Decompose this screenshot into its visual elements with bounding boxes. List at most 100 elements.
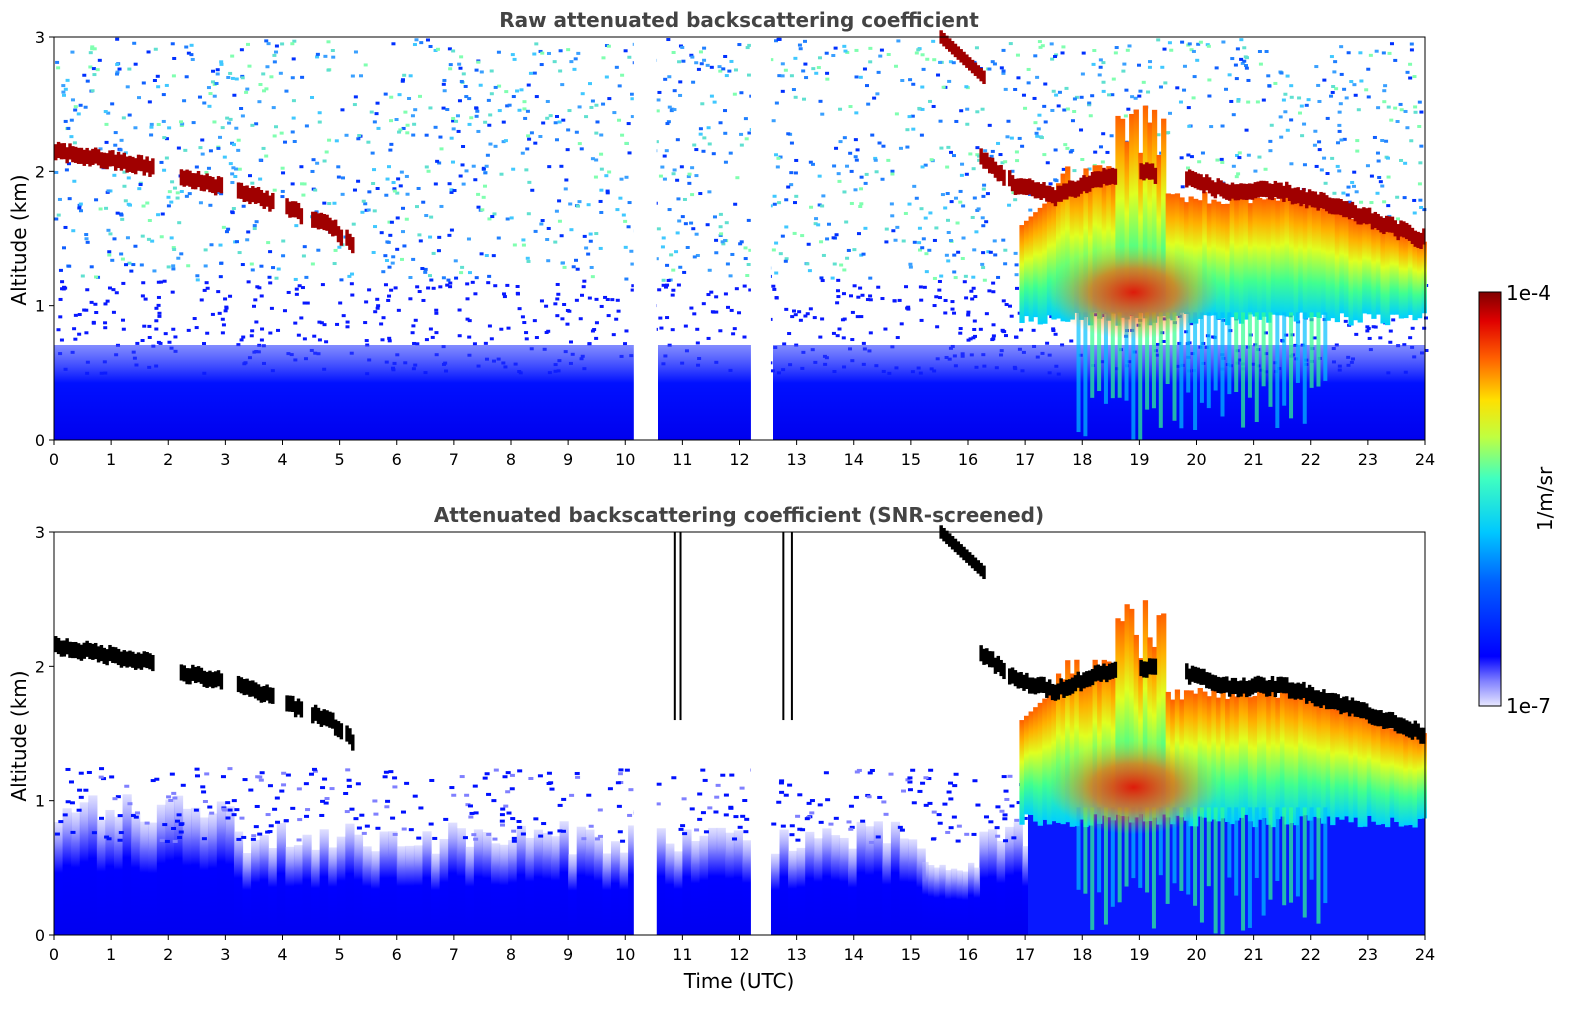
noise-pixel bbox=[618, 196, 623, 200]
boundary-layer-column bbox=[708, 827, 718, 935]
boundary-layer-column bbox=[1022, 846, 1032, 935]
noise-pixel bbox=[246, 280, 251, 284]
noise-pixel bbox=[1234, 175, 1239, 179]
noise-pixel bbox=[728, 274, 733, 278]
noise-pixel bbox=[244, 90, 249, 94]
noise-pixel bbox=[1297, 96, 1302, 100]
noise-pixel bbox=[311, 767, 317, 771]
noise-pixel bbox=[171, 791, 177, 795]
noise-pixel bbox=[481, 195, 486, 199]
cloud-column bbox=[679, 532, 682, 721]
noise-pixel bbox=[606, 314, 611, 318]
noise-pixel bbox=[240, 263, 245, 267]
boundary-layer-column bbox=[465, 846, 475, 935]
noise-pixel bbox=[294, 224, 299, 228]
aerosol-streak bbox=[1302, 312, 1307, 424]
noise-pixel bbox=[953, 772, 959, 776]
noise-pixel bbox=[240, 114, 245, 118]
noise-pixel bbox=[723, 160, 728, 164]
x-tick-label: 16 bbox=[958, 450, 978, 469]
cloud-pixel bbox=[128, 155, 132, 172]
noise-pixel bbox=[220, 317, 225, 321]
noise-pixel bbox=[202, 288, 207, 292]
noise-pixel bbox=[60, 287, 65, 291]
noise-pixel bbox=[922, 285, 927, 289]
boundary-layer-column bbox=[139, 821, 149, 935]
noise-pixel bbox=[971, 275, 976, 279]
noise-pixel bbox=[323, 801, 329, 805]
noise-pixel bbox=[931, 810, 937, 814]
noise-pixel bbox=[605, 191, 610, 195]
noise-pixel bbox=[594, 158, 599, 162]
cloud-pixel bbox=[205, 671, 209, 688]
noise-pixel bbox=[943, 206, 948, 210]
noise-pixel bbox=[703, 830, 709, 834]
cloud-pixel bbox=[62, 640, 67, 657]
noise-pixel bbox=[373, 225, 378, 229]
aerosol-column bbox=[1234, 198, 1240, 320]
cloud-pixel bbox=[219, 673, 224, 690]
noise-pixel bbox=[236, 343, 241, 347]
noise-pixel bbox=[55, 60, 60, 64]
noise-pixel bbox=[745, 274, 750, 278]
noise-pixel bbox=[533, 229, 538, 233]
noise-pixel bbox=[1384, 139, 1389, 143]
noise-pixel bbox=[624, 175, 629, 179]
cloud-pixel bbox=[1273, 680, 1278, 698]
noise-pixel bbox=[268, 250, 273, 254]
noise-pixel bbox=[1068, 150, 1073, 154]
noise-pixel bbox=[449, 190, 454, 194]
colorbar-gradient bbox=[1478, 291, 1502, 707]
noise-pixel bbox=[1014, 273, 1019, 277]
noise-pixel bbox=[1289, 95, 1294, 99]
noise-pixel bbox=[974, 230, 979, 234]
noise-pixel bbox=[302, 301, 307, 305]
noise-pixel bbox=[497, 84, 502, 88]
noise-pixel bbox=[103, 321, 108, 325]
noise-pixel bbox=[805, 312, 810, 316]
cloud-pixel bbox=[1250, 678, 1255, 695]
noise-pixel bbox=[280, 189, 285, 193]
noise-pixel bbox=[166, 795, 172, 799]
noise-pixel bbox=[446, 278, 451, 282]
boundary-layer-column bbox=[813, 838, 823, 935]
noise-pixel bbox=[424, 133, 429, 137]
cloud-pixel bbox=[1422, 727, 1426, 744]
x-tick-label: 15 bbox=[901, 945, 921, 964]
noise-pixel bbox=[675, 178, 680, 182]
noise-pixel bbox=[147, 324, 152, 328]
aerosol-column bbox=[1348, 218, 1354, 326]
noise-pixel bbox=[1063, 143, 1068, 147]
noise-pixel bbox=[468, 815, 474, 819]
noise-pixel bbox=[577, 142, 582, 146]
noise-pixel bbox=[522, 100, 527, 104]
noise-pixel bbox=[467, 319, 472, 323]
noise-pixel bbox=[461, 144, 466, 148]
noise-pixel bbox=[860, 819, 866, 823]
noise-pixel bbox=[1237, 156, 1242, 160]
noise-pixel bbox=[580, 293, 585, 297]
noise-pixel bbox=[586, 793, 592, 797]
cloud-pixel bbox=[982, 565, 986, 580]
noise-pixel bbox=[1331, 85, 1336, 89]
noise-pixel bbox=[189, 53, 194, 57]
noise-pixel bbox=[833, 46, 838, 50]
noise-pixel bbox=[604, 174, 609, 178]
noise-pixel bbox=[778, 155, 783, 159]
noise-pixel bbox=[326, 68, 331, 72]
noise-pixel bbox=[350, 272, 355, 276]
noise-pixel bbox=[372, 799, 378, 803]
noise-pixel bbox=[623, 49, 628, 53]
noise-pixel bbox=[1402, 343, 1407, 347]
noise-pixel bbox=[821, 253, 826, 257]
noise-pixel bbox=[961, 236, 966, 240]
noise-pixel bbox=[421, 200, 426, 204]
noise-pixel bbox=[1312, 143, 1317, 147]
noise-pixel bbox=[988, 250, 993, 254]
noise-pixel bbox=[1366, 67, 1371, 71]
noise-pixel bbox=[411, 257, 416, 261]
noise-pixel bbox=[469, 116, 474, 120]
colorbar-unit-label: 1/m/sr bbox=[1533, 466, 1557, 531]
aerosol-streak bbox=[1199, 312, 1204, 403]
aerosol-column bbox=[1115, 618, 1121, 815]
